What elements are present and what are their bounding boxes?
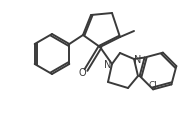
Text: O: O xyxy=(78,67,86,77)
Text: N: N xyxy=(134,54,142,64)
Text: Cl: Cl xyxy=(149,80,158,89)
Text: N: N xyxy=(104,59,112,69)
